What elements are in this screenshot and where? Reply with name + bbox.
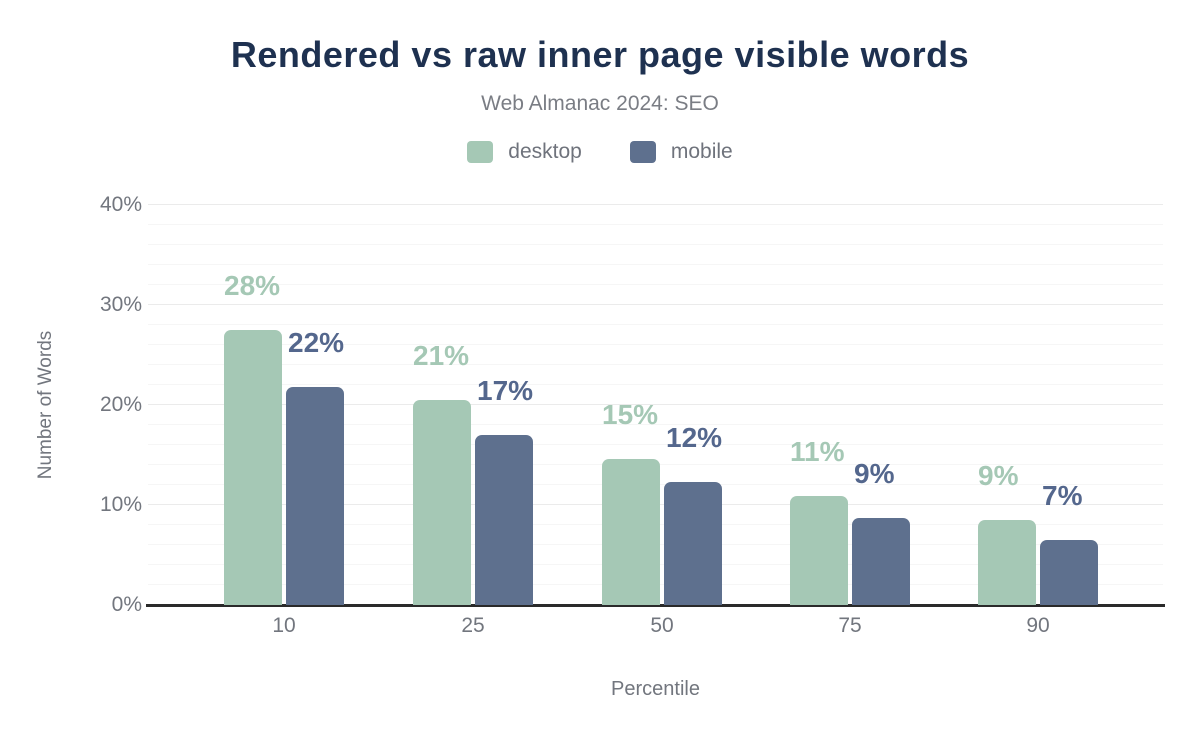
value-label-mobile-90: 7% bbox=[1042, 480, 1083, 511]
bar-desktop-90 bbox=[978, 520, 1036, 605]
value-label-desktop-50: 15% bbox=[602, 399, 659, 430]
gridline-major-40 bbox=[148, 204, 1163, 205]
value-label-mobile-10: 22% bbox=[288, 327, 345, 358]
x-tick-50: 50 bbox=[650, 614, 674, 637]
gridline-minor-24 bbox=[148, 364, 1163, 365]
plot-area: 28% 21% 15% 11% 9% 22% 17% 12% 9% 7% bbox=[146, 204, 1165, 607]
legend: desktop mobile bbox=[0, 140, 1200, 164]
value-label-desktop-25: 21% bbox=[413, 340, 470, 371]
chart-title: Rendered vs raw inner page visible words bbox=[230, 34, 970, 75]
gridline-minor-28 bbox=[148, 324, 1163, 325]
x-tick-10: 10 bbox=[272, 614, 296, 637]
legend-label-mobile: mobile bbox=[670, 140, 733, 163]
x-tick-75: 75 bbox=[838, 614, 862, 637]
value-label-desktop-75: 11% bbox=[790, 436, 845, 467]
legend-label-desktop: desktop bbox=[508, 140, 582, 163]
bar-mobile-50 bbox=[664, 482, 722, 605]
bar-desktop-10 bbox=[224, 330, 282, 605]
x-tick-25: 25 bbox=[461, 614, 485, 637]
gridline-major-30 bbox=[148, 304, 1163, 305]
x-axis-line bbox=[146, 604, 1165, 607]
bar-desktop-50 bbox=[602, 459, 660, 605]
x-axis-title: Percentile bbox=[611, 678, 700, 700]
value-label-mobile-50: 12% bbox=[666, 422, 723, 453]
value-label-mobile-25: 17% bbox=[477, 375, 534, 406]
bar-mobile-10 bbox=[286, 387, 344, 605]
x-axis-tick-labels: 10 25 50 75 90 bbox=[148, 614, 1163, 642]
y-tick-30%: 30% bbox=[99, 293, 142, 316]
bar-mobile-90 bbox=[1040, 540, 1098, 605]
bar-desktop-75 bbox=[790, 496, 848, 605]
y-tick-40%: 40% bbox=[99, 193, 142, 216]
gridline-minor-16 bbox=[148, 444, 1163, 445]
gridline-minor-32 bbox=[148, 284, 1163, 285]
legend-item-desktop: desktop bbox=[467, 140, 582, 164]
gridline-minor-38 bbox=[148, 224, 1163, 225]
gridline-minor-18 bbox=[148, 424, 1163, 425]
gridline-minor-34 bbox=[148, 264, 1163, 265]
bar-desktop-25 bbox=[413, 400, 471, 605]
y-tick-10%: 10% bbox=[99, 493, 142, 516]
y-axis-tick-labels: 0% 10% 20% 30% 40% bbox=[0, 193, 142, 616]
gridline-major-20 bbox=[148, 404, 1163, 405]
value-label-mobile-75: 9% bbox=[854, 458, 895, 489]
bar-mobile-75 bbox=[852, 518, 910, 605]
gridline-minor-36 bbox=[148, 244, 1163, 245]
value-label-desktop-10: 28% bbox=[224, 270, 281, 301]
value-label-desktop-90: 9% bbox=[978, 460, 1019, 491]
legend-item-mobile: mobile bbox=[629, 140, 733, 164]
legend-swatch-mobile bbox=[629, 141, 656, 163]
chart-subtitle: Web Almanac 2024: SEO bbox=[481, 92, 719, 115]
legend-swatch-desktop bbox=[467, 141, 494, 163]
gridline-minor-22 bbox=[148, 384, 1163, 385]
x-tick-90: 90 bbox=[1026, 614, 1050, 637]
gridline-minor-26 bbox=[148, 344, 1163, 345]
bar-mobile-25 bbox=[475, 435, 533, 605]
y-tick-20%: 20% bbox=[99, 393, 142, 416]
y-tick-0%: 0% bbox=[111, 593, 142, 616]
